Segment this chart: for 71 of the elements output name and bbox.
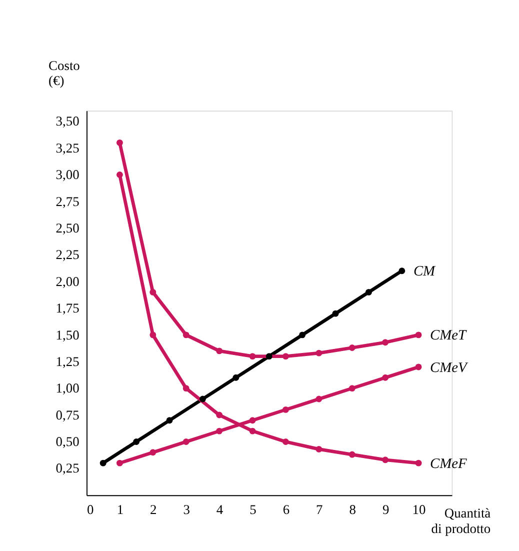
point — [415, 460, 422, 466]
point — [282, 406, 289, 413]
point — [216, 412, 223, 418]
x-axis-title: Quantità di prodotto — [431, 506, 491, 536]
point — [166, 417, 173, 424]
point — [316, 396, 322, 402]
point — [282, 438, 289, 445]
x-tick-label: 9 — [382, 502, 390, 517]
point — [415, 332, 422, 338]
point — [382, 456, 389, 464]
point — [150, 449, 156, 456]
point — [116, 172, 123, 178]
point — [382, 339, 389, 346]
y-tick-label: 2,50 — [56, 220, 80, 236]
point — [398, 268, 406, 274]
point — [348, 344, 356, 351]
point — [266, 353, 272, 360]
point — [316, 350, 322, 356]
point — [348, 451, 356, 458]
x-tick-label: 5 — [250, 502, 257, 517]
point — [216, 348, 223, 354]
point — [299, 332, 306, 338]
y-tick-label: 2,00 — [56, 274, 80, 289]
x-tick-label: 8 — [349, 502, 356, 517]
x-tick-label: 2 — [150, 502, 157, 517]
point — [382, 374, 389, 381]
y-tick-label: 0,50 — [56, 434, 80, 450]
y-tick-label: 1,00 — [56, 380, 80, 396]
y-tick-label: 1,25 — [56, 354, 80, 369]
point — [282, 353, 289, 360]
y-tick-label: 3,50 — [56, 114, 80, 129]
point — [348, 385, 356, 392]
point — [133, 438, 140, 445]
y-axis-title: Costo (€) — [48, 58, 80, 88]
y-tick-label: 0,75 — [56, 407, 80, 422]
point — [150, 288, 156, 296]
point — [232, 374, 240, 381]
point — [316, 446, 322, 452]
point — [249, 417, 256, 424]
point — [415, 364, 422, 370]
point — [116, 460, 123, 466]
series-label: CMeF — [430, 456, 468, 472]
y-tick-label: 2,25 — [56, 247, 80, 262]
point — [150, 332, 156, 338]
point — [100, 460, 106, 466]
point — [249, 428, 256, 434]
series-label: CM — [413, 264, 436, 280]
point — [182, 332, 190, 338]
point — [332, 310, 339, 317]
point — [249, 353, 256, 360]
y-tick-label: 3,25 — [56, 140, 80, 156]
x-tick-label: 7 — [316, 502, 324, 517]
point — [365, 288, 372, 296]
y-tick-label: 0,25 — [56, 460, 80, 476]
y-tick-label: 1,50 — [56, 327, 80, 342]
point — [216, 428, 223, 434]
x-tick-label: 10 — [412, 502, 426, 517]
series-label: CMeV — [430, 360, 470, 376]
x-tick-label: 3 — [183, 502, 190, 517]
x-tick-label: 0 — [86, 502, 94, 517]
series-label: CMeT — [430, 328, 468, 344]
point — [199, 396, 206, 402]
y-tick-label: 2,75 — [56, 194, 80, 209]
point — [182, 438, 190, 445]
y-tick-label: 1,75 — [56, 300, 80, 316]
x-tick-label: 1 — [116, 502, 124, 517]
x-tick-label: 4 — [216, 502, 224, 517]
x-tick-label: 6 — [282, 502, 290, 517]
y-tick-label: 3,00 — [56, 167, 80, 182]
point — [116, 139, 123, 146]
point — [182, 385, 190, 392]
